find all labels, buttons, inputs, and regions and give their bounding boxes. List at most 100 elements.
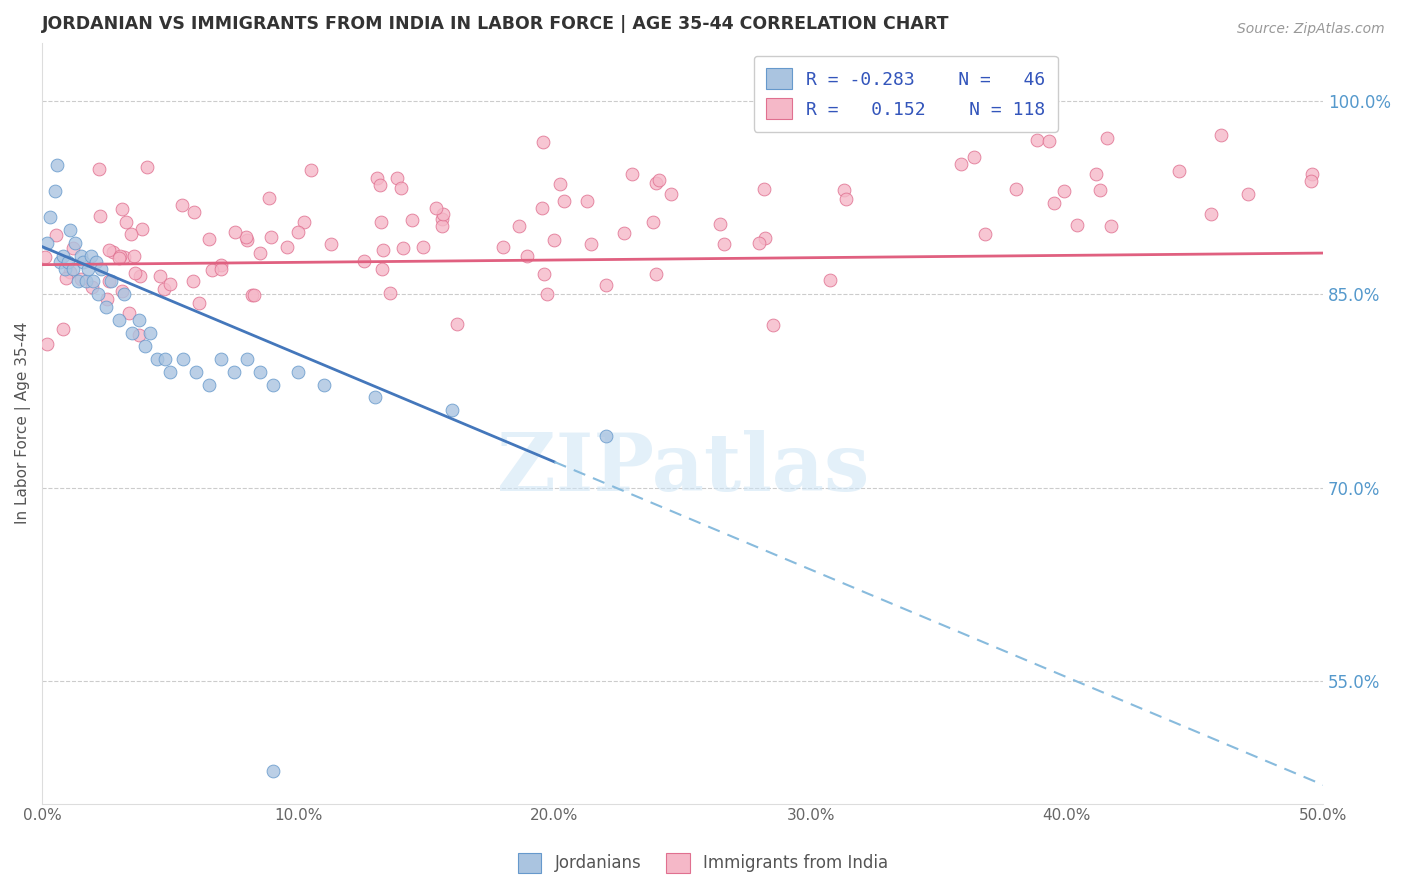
Point: [262, 377, 284, 392]
Point: [752, 182, 775, 196]
Point: [441, 403, 464, 417]
Point: [949, 157, 972, 171]
Point: [121, 326, 143, 340]
Point: [159, 277, 181, 292]
Point: [89, 161, 111, 176]
Point: [973, 227, 995, 242]
Point: [51, 322, 73, 336]
Point: [108, 313, 131, 327]
Point: [370, 214, 392, 228]
Point: [299, 163, 322, 178]
Point: [138, 326, 160, 340]
Point: [1237, 186, 1260, 201]
Point: [135, 160, 157, 174]
Point: [581, 237, 603, 252]
Point: [96, 292, 118, 306]
Point: [84, 255, 107, 269]
Point: [236, 233, 259, 247]
Point: [108, 252, 131, 266]
Point: [366, 170, 388, 185]
Point: [1038, 134, 1060, 148]
Point: [46, 158, 69, 172]
Point: [72, 255, 94, 269]
Point: [378, 286, 401, 301]
Point: [101, 245, 124, 260]
Point: [249, 365, 271, 379]
Point: [34, 250, 56, 264]
Point: [159, 365, 181, 379]
Point: [65, 235, 87, 250]
Point: [754, 231, 776, 245]
Point: [353, 254, 375, 268]
Point: [153, 351, 176, 366]
Point: [118, 305, 141, 319]
Point: [111, 202, 134, 216]
Point: [183, 205, 205, 219]
Point: [120, 227, 142, 241]
Point: [385, 170, 408, 185]
Point: [292, 214, 315, 228]
Point: [80, 279, 103, 293]
Point: [235, 230, 257, 244]
Point: [1099, 219, 1122, 234]
Point: [66, 274, 89, 288]
Point: [98, 243, 121, 257]
Point: [620, 167, 643, 181]
Text: ZIPatlas: ZIPatlas: [496, 430, 869, 508]
Point: [389, 180, 412, 194]
Point: [55, 271, 77, 285]
Point: [425, 201, 447, 215]
Point: [53, 261, 76, 276]
Point: [129, 269, 152, 284]
Point: [659, 187, 682, 202]
Point: [319, 237, 342, 252]
Point: [412, 240, 434, 254]
Point: [38, 210, 60, 224]
Point: [134, 339, 156, 353]
Point: [89, 209, 111, 223]
Point: [70, 272, 93, 286]
Point: [432, 207, 454, 221]
Point: [430, 219, 453, 233]
Point: [364, 391, 387, 405]
Point: [183, 274, 205, 288]
Point: [648, 173, 671, 187]
Point: [62, 261, 84, 276]
Point: [312, 377, 335, 392]
Point: [184, 365, 207, 379]
Point: [645, 267, 668, 281]
Point: [90, 261, 112, 276]
Point: [276, 239, 298, 253]
Point: [240, 288, 263, 302]
Point: [1043, 195, 1066, 210]
Point: [531, 201, 554, 215]
Point: [75, 274, 97, 288]
Point: [131, 221, 153, 235]
Point: [536, 287, 558, 301]
Point: [575, 194, 598, 209]
Point: [533, 268, 555, 282]
Point: [1066, 218, 1088, 232]
Point: [112, 251, 135, 265]
Point: [211, 351, 233, 366]
Point: [172, 351, 194, 366]
Point: [100, 274, 122, 288]
Point: [553, 194, 575, 208]
Point: [44, 184, 66, 198]
Point: [1025, 133, 1047, 147]
Point: [595, 429, 617, 443]
Point: [59, 223, 82, 237]
Point: [531, 135, 554, 149]
Point: [201, 263, 224, 277]
Point: [1168, 163, 1191, 178]
Point: [37, 336, 59, 351]
Point: [548, 178, 571, 192]
Point: [224, 225, 246, 239]
Point: [1085, 167, 1108, 181]
Point: [236, 351, 259, 366]
Point: [37, 235, 59, 250]
Point: [262, 764, 284, 779]
Point: [1201, 207, 1223, 221]
Point: [818, 273, 841, 287]
Point: [209, 258, 232, 272]
